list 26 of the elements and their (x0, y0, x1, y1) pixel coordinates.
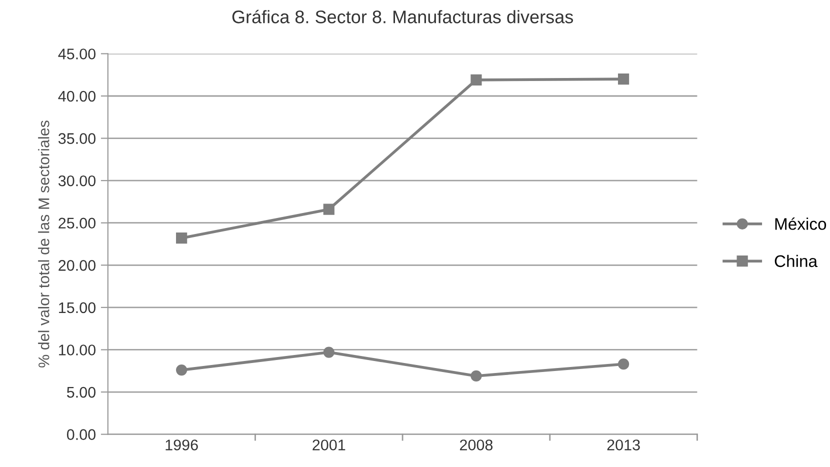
y-tick-label: 40.00 (58, 90, 96, 102)
y-tick-label: 35.00 (58, 133, 96, 144)
point (618, 358, 630, 370)
point (176, 364, 188, 376)
legend-label: México (775, 217, 826, 230)
point (323, 346, 334, 358)
y-tick-label: 45.00 (58, 48, 96, 60)
point (618, 74, 630, 85)
point (470, 370, 482, 382)
y-tick-label: 5.00 (66, 386, 96, 398)
x-tick-label: 2013 (607, 440, 640, 450)
x-tick-label: 2001 (312, 440, 346, 450)
y-tick-label: 0.00 (66, 429, 96, 440)
y-tick-label: 25.00 (58, 218, 96, 229)
y-tick-label: 15.00 (59, 302, 96, 314)
y-tick-label: 10.00 (59, 344, 96, 356)
y-axis-title: % del valor total de las M sectoriales (38, 120, 50, 368)
point (470, 74, 482, 86)
point (176, 232, 188, 244)
point (323, 204, 334, 215)
x-tick-label: 2008 (460, 440, 493, 450)
y-tick-label: 30.00 (58, 175, 96, 186)
x-tick-label: 1996 (166, 440, 198, 450)
y-tick-label: 20.00 (58, 260, 96, 271)
chart-title: Gráfica 8. Sector 8. Manufacturas diversas (232, 10, 574, 24)
legend-label: China (774, 254, 818, 268)
